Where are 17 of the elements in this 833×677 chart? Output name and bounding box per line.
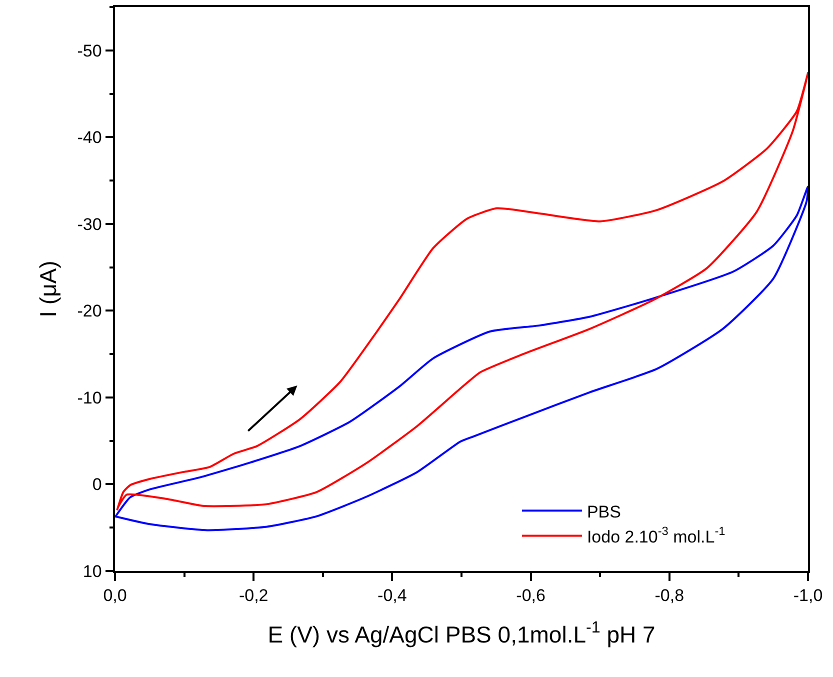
x-tick-label: -0,4: [378, 586, 407, 606]
x-tick-label: 0,0: [103, 586, 127, 606]
y-tick-label: 10: [82, 562, 102, 581]
legend-label: PBS: [586, 502, 621, 522]
y-tick-label: -10: [77, 388, 102, 408]
x-tick-label: -0,6: [516, 586, 546, 606]
y-tick-label: 0: [92, 475, 102, 494]
y-tick-label: -30: [77, 214, 102, 234]
x-tick-label: -1,0: [793, 586, 823, 606]
y-axis-title: I (μA): [35, 260, 62, 318]
legend-label: Iodo 2.10$^{-3}$ mol.L$^{-1}$: [586, 524, 726, 546]
x-axis-title: E (V) vs Ag/AgCl PBS 0,1mol.L$^{-1}$ pH 7: [268, 618, 656, 648]
y-tick-label: -40: [77, 128, 102, 148]
y-tick-label: -20: [77, 302, 102, 321]
x-tick-label: -0,8: [654, 586, 684, 606]
y-tick-label: -50: [77, 41, 102, 60]
x-tick-label: -0,2: [238, 586, 268, 606]
